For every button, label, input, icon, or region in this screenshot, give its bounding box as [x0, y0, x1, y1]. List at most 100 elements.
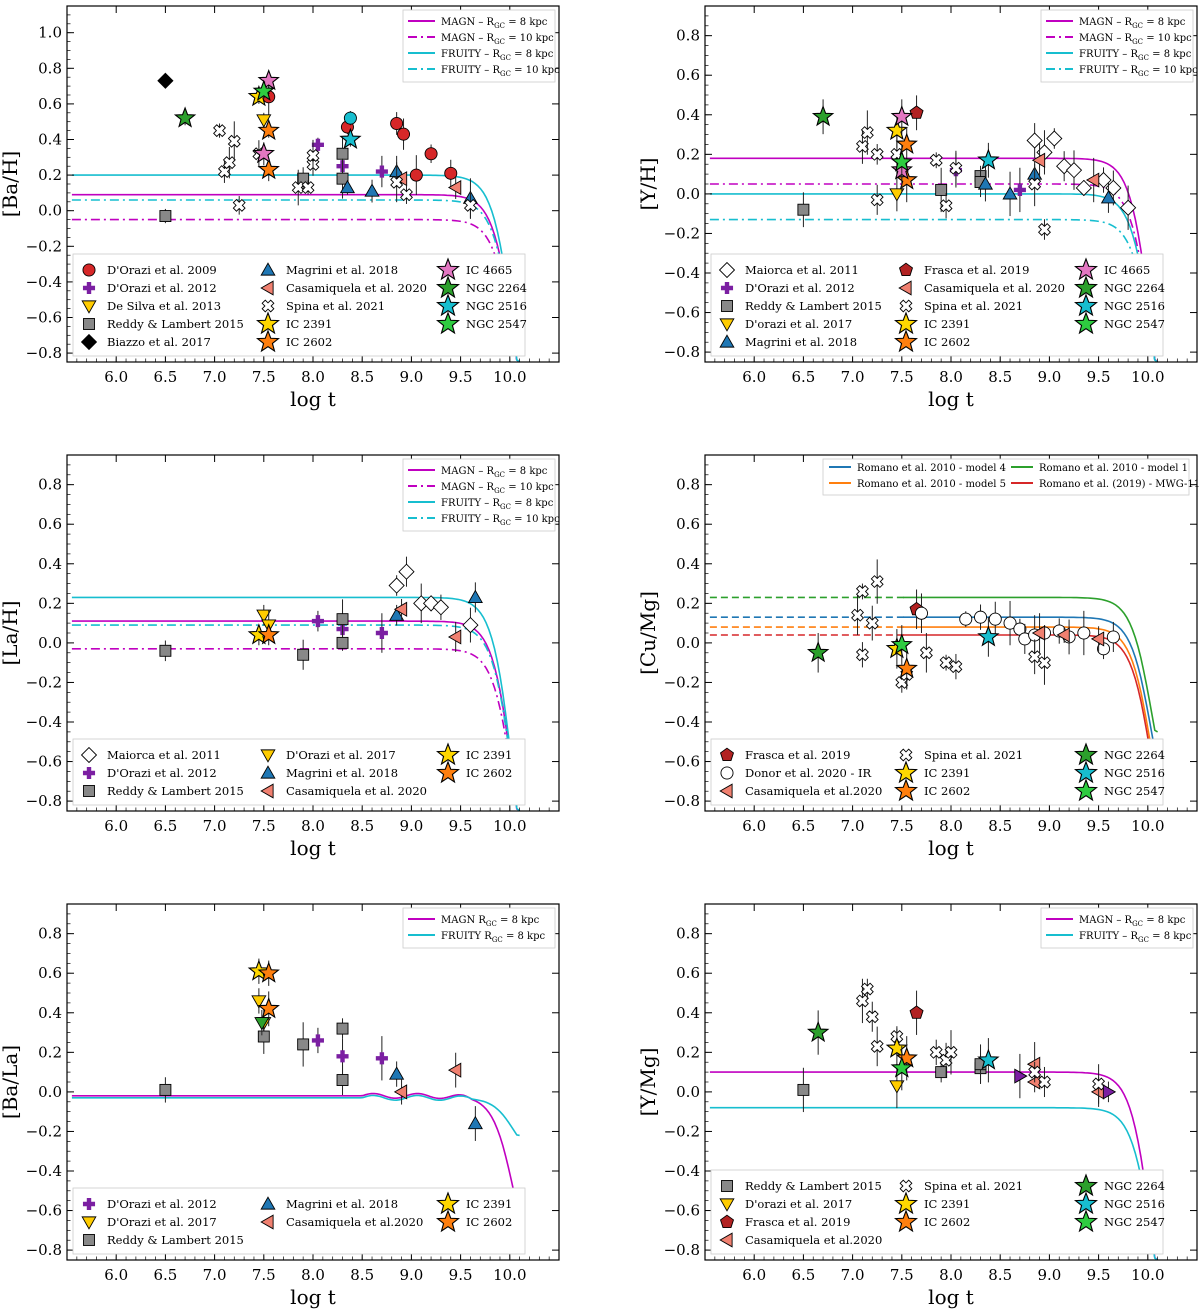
legend-marker: [435, 1191, 461, 1215]
point-spina-et-al-2021: [851, 608, 864, 622]
model-legend-label: Romano et al. 2010 - model 5: [857, 479, 1006, 490]
data-points: [806, 559, 1120, 693]
y-tick-label: −0.8: [664, 792, 700, 810]
point-reddy-lambert-2015: [935, 183, 948, 196]
legend-marker: [721, 1180, 733, 1192]
legend-marker: [893, 760, 919, 784]
legend-marker: [1073, 311, 1099, 335]
y-tick-label: 0.8: [676, 476, 700, 494]
x-axis-label: log t: [290, 1285, 336, 1309]
x-tick-label: 9.5: [449, 817, 473, 835]
data-points: [159, 556, 483, 670]
point-donor-et-al-2020-ir: [959, 612, 973, 626]
legend-marker: [255, 329, 281, 353]
y-tick-label: −0.2: [26, 237, 62, 255]
point-donor-et-al-2020-ir: [974, 610, 988, 624]
legend-label: Spina et al. 2021: [924, 748, 1023, 762]
legend-label: Reddy & Lambert 2015: [745, 299, 882, 313]
legend-marker: [1073, 257, 1099, 281]
point-reddy-lambert-2015: [797, 1083, 810, 1096]
point-ic-4665: [890, 104, 913, 127]
chart-y_h: 6.0 6.5 7.0 7.5 8.0 8.5 9.0 9.5 10.0 −0.8 −0.6 −0.4…: [636, 5, 1198, 411]
point-casamiquela-et-al-2020: [447, 179, 462, 196]
legend-label: Maiorca et al. 2011: [745, 263, 859, 277]
model-curves: [709, 1071, 1159, 1260]
curve-0: [71, 1092, 520, 1208]
x-axis-label: log t: [928, 836, 974, 860]
y-tick-label: 0.6: [676, 66, 700, 84]
point-spina-et-al-2021: [1038, 223, 1051, 236]
model-legend-label: MAGN – RGC = 10 kpc: [1079, 33, 1192, 46]
legend-marker: [83, 1234, 95, 1246]
point-spina-et-al-2021: [855, 648, 869, 662]
point-ngc-2516: [977, 625, 1000, 647]
legend-label: IC 2391: [924, 1197, 970, 1211]
point-donor-et-al-2020-ir: [914, 606, 928, 620]
y-tick-label: 0.0: [676, 634, 700, 652]
legend-marker: [81, 1216, 97, 1230]
model-legend-label: FRUITY – RGC = 10 kpc: [1079, 65, 1198, 78]
y-tick-label: 0.2: [676, 145, 700, 163]
x-tick-label: 6.5: [153, 1266, 177, 1284]
legend-marker: [719, 1214, 735, 1228]
point-reddy-lambert-2015: [336, 147, 349, 160]
point-donor-et-al-2020-ir: [1077, 626, 1091, 640]
y-axis-label: [Y/Mg]: [636, 1048, 660, 1117]
legend-label: NGC 2547: [466, 317, 527, 331]
model-legend: MAGN RGC = 8 kpc FRUITY RGC = 8 kpc: [402, 907, 556, 949]
legend-label: IC 2391: [924, 317, 970, 331]
point-spina-et-al-2021: [306, 149, 320, 162]
point-donor-et-al-2020-ir: [988, 612, 1002, 626]
point-spina-et-al-2021: [929, 153, 943, 167]
point-reddy-lambert-2015: [257, 1030, 270, 1043]
model-legend: Romano et al. 2010 - model 4 Romano et al…: [822, 458, 1200, 496]
point-spina-et-al-2021: [400, 188, 413, 202]
point-maiorca-et-al-2011: [422, 595, 440, 612]
point-spina-et-al-2021: [939, 199, 953, 213]
point-reddy-lambert-2015: [336, 1022, 349, 1035]
point-reddy-lambert-2015: [159, 1083, 172, 1096]
point-spina-et-al-2021: [860, 126, 874, 140]
point-spina-et-al-2021: [870, 193, 884, 207]
point-d-orazi-et-al-2012: [311, 138, 324, 151]
legend-label: Maiorca et al. 2011: [107, 748, 221, 762]
point-ic-2602: [257, 997, 280, 1019]
y-tick-label: 0.0: [38, 1083, 62, 1101]
legend-label: De Silva et al. 2013: [107, 299, 221, 313]
legend-marker: [719, 783, 733, 799]
x-tick-label: 9.0: [399, 817, 423, 835]
y-tick-label: −0.2: [664, 1122, 700, 1140]
x-tick-label: 7.0: [841, 817, 865, 835]
legend-marker: [719, 334, 735, 348]
x-tick-label: 8.5: [350, 817, 374, 835]
legend-label: Frasca et al. 2019: [745, 748, 850, 762]
model-curves: [71, 1092, 520, 1208]
point-d-orazi-et-al-2009: [444, 166, 458, 180]
curve-1: [71, 648, 521, 811]
model-legend-box: [1040, 907, 1194, 949]
point-casamiquela-et-al-2020: [447, 629, 462, 645]
point-ic-4665: [257, 68, 280, 91]
point-ngc-2516: [977, 148, 1000, 170]
x-tick-label: 7.5: [252, 368, 276, 386]
point-ic-4665: [252, 141, 275, 164]
point-de-silva-et-al-2013: [256, 114, 272, 128]
legend-label: Biazzo et al. 2017: [107, 335, 211, 349]
model-legend: MAGN – RGC = 8 kpc MAGN – RGC = 10 kpc FRU…: [402, 458, 560, 532]
point-d-orazi-et-al-2017: [889, 1080, 905, 1094]
y-tick-label: 0.8: [676, 27, 700, 45]
legend-marker: [1073, 1209, 1099, 1233]
data-legend: D'Orazi et al. 2012 D'Orazi et al. 2017 Re…: [72, 1187, 526, 1255]
y-tick-label: −0.2: [664, 673, 700, 691]
y-tick-label: 0.0: [38, 202, 62, 220]
y-axis-label: [Y/H]: [636, 158, 660, 211]
model-legend-label: MAGN – RGC = 10 kpc: [441, 482, 554, 495]
point-magrini-et-al-2018: [364, 183, 380, 197]
y-tick-label: 0.8: [676, 925, 700, 943]
legend-label: NGC 2547: [1104, 784, 1165, 798]
point-maiorca-et-al-2011: [1075, 179, 1092, 197]
legend-marker: [435, 1209, 461, 1233]
x-tick-label: 9.0: [1037, 1266, 1061, 1284]
model-legend-label: Romano et al. (2019) - MWG-11: [1039, 479, 1200, 490]
x-tick-label: 8.0: [301, 817, 325, 835]
